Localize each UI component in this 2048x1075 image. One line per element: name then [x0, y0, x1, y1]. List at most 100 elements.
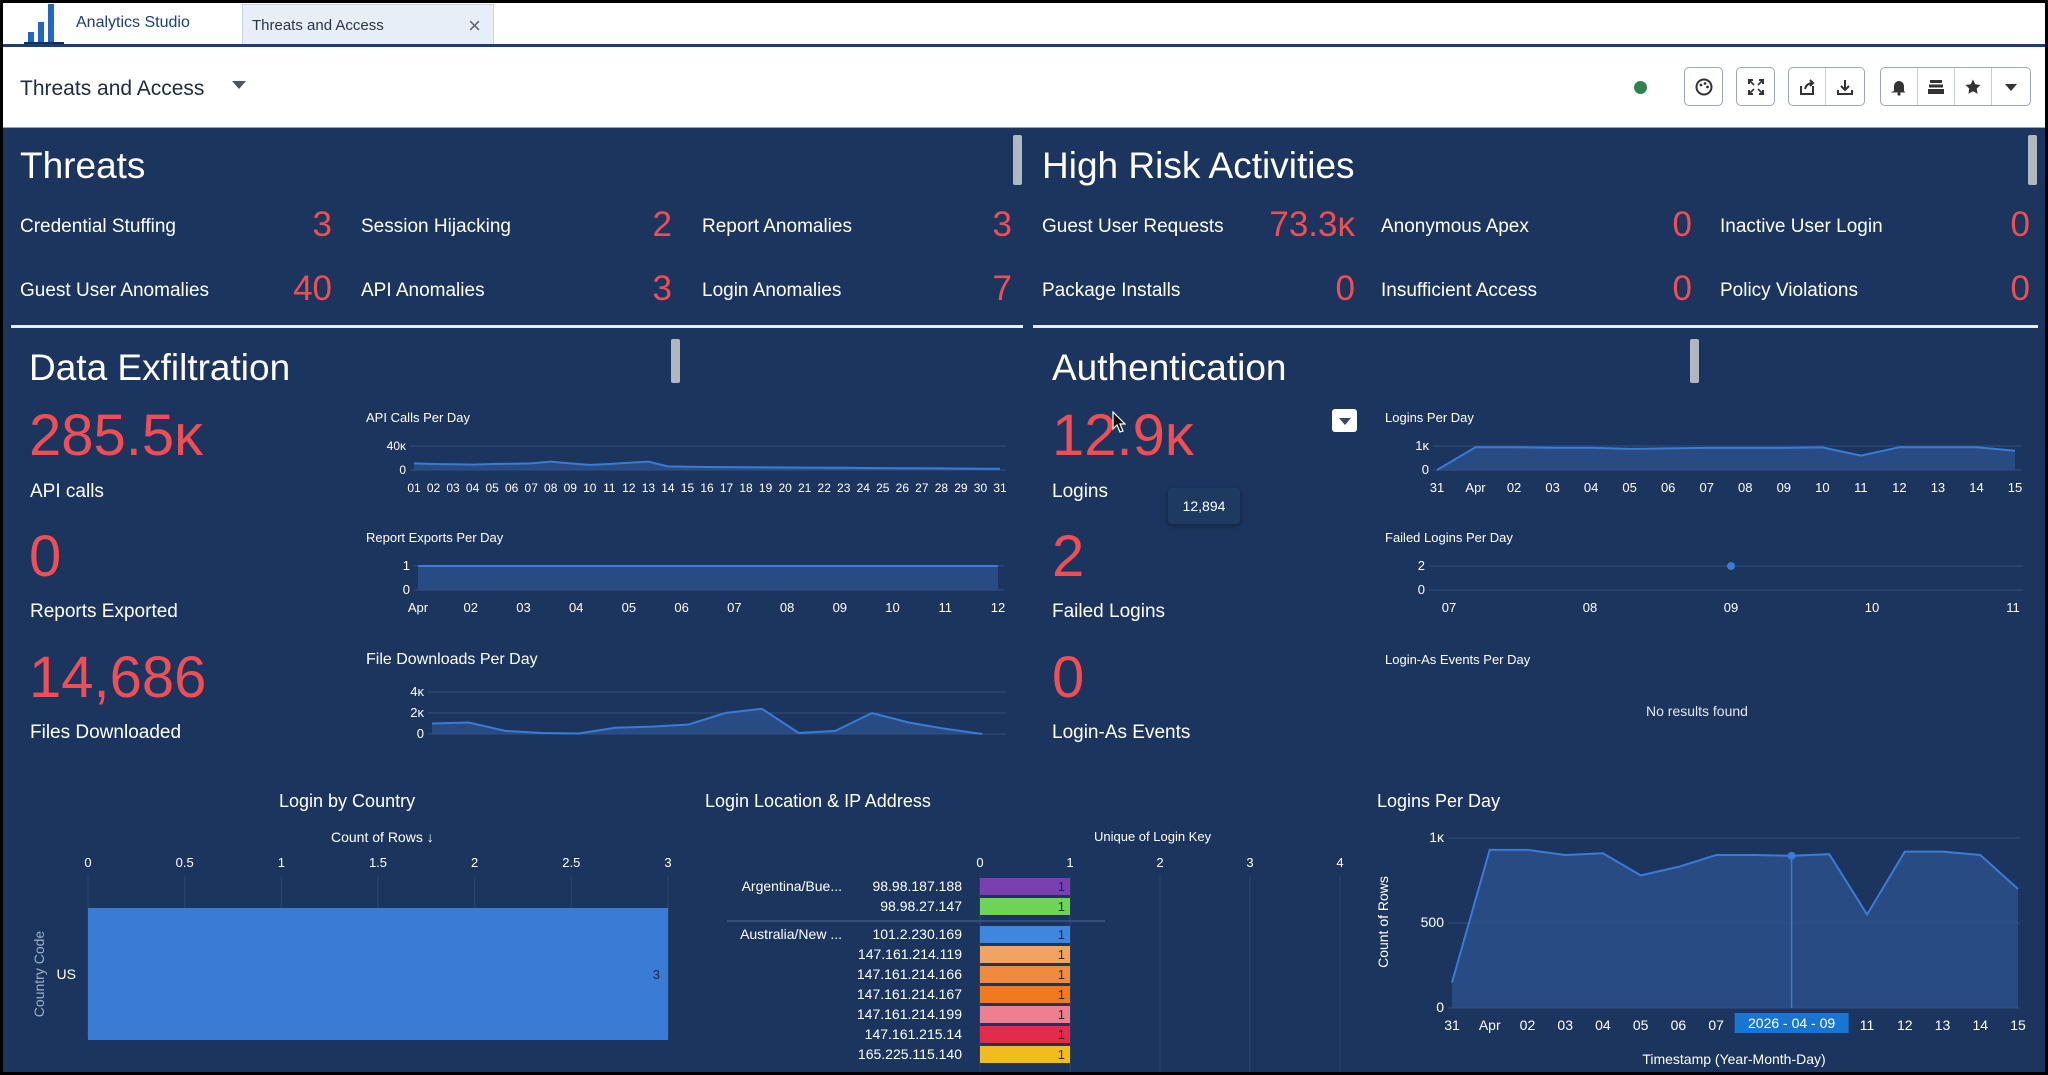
x-tick-label: 31 — [1444, 1017, 1460, 1033]
tab-threats-and-access[interactable]: Threats and Access × — [242, 4, 494, 44]
risk-label[interactable]: Package Installs — [1042, 280, 1181, 301]
x-tick-label: 06 — [505, 481, 519, 495]
scrollbar[interactable] — [1013, 135, 1022, 185]
more-actions-button[interactable] — [1992, 68, 2029, 105]
x-tick-label: Apr — [1465, 480, 1486, 495]
threat-value[interactable]: 2 — [652, 205, 672, 244]
divider — [1033, 325, 2038, 328]
x-tick-label: 04 — [1595, 1017, 1611, 1033]
fullscreen-button[interactable] — [1736, 67, 1775, 106]
login-location-chart[interactable]: 0 1 2 3 4 Argentina/Bue... 98.98.187.188 1 98.98… — [700, 850, 1360, 1075]
x-tick-label: 05 — [1622, 480, 1636, 495]
x-tick-label: 19 — [759, 481, 773, 495]
tab-bar: Analytics Studio Threats and Access × — [0, 0, 2048, 47]
theme-button[interactable] — [1684, 67, 1723, 106]
collections-button[interactable] — [1918, 68, 1955, 105]
reports-exported-label: Reports Exported — [30, 601, 178, 622]
x-tick-label: 3 — [664, 855, 671, 870]
data-label: 1 — [1058, 1007, 1065, 1022]
files-downloaded-value[interactable]: 14,686 — [29, 645, 207, 710]
x-tick-label: 4 — [1336, 855, 1343, 870]
notifications-button[interactable] — [1881, 68, 1918, 105]
risk-value[interactable]: 0 — [1672, 205, 1692, 244]
ip-label: 147.161.214.167 — [857, 986, 962, 1002]
logins-small-chart[interactable]: 1ĸ 031 Apr 02 03 04 05 06 07 08 09 10 11 12 13 14 15 — [1381, 432, 2026, 504]
x-tick-label: 07 — [1699, 480, 1713, 495]
chart-title: Login by Country — [279, 791, 416, 811]
risk-label[interactable]: Guest User Requests — [1042, 216, 1224, 237]
x-tick-label: 2 — [1156, 855, 1163, 870]
logins-label: Logins — [1052, 481, 1108, 502]
threat-value[interactable]: 7 — [992, 269, 1012, 308]
threat-label[interactable]: Credential Stuffing — [20, 216, 176, 237]
data-label: 1 — [1058, 899, 1065, 914]
chevron-down-icon[interactable] — [232, 81, 246, 89]
ip-label: 147.161.214.199 — [857, 1006, 962, 1022]
mouse-cursor-icon — [1112, 411, 1126, 433]
widget-menu-button[interactable] — [1332, 409, 1357, 432]
chart-title: Login Location & IP Address — [705, 791, 931, 811]
risk-label[interactable]: Anonymous Apex — [1381, 216, 1529, 237]
y-axis-label: Country Code — [31, 931, 47, 1018]
risk-value[interactable]: 0 — [2010, 269, 2030, 308]
y-tick-label: 40ĸ — [387, 439, 407, 453]
scrollbar[interactable] — [671, 339, 680, 383]
risk-value[interactable]: 73.3ĸ — [1269, 205, 1355, 244]
country-label: Australia/New ... — [740, 926, 842, 942]
x-tick-label: 05 — [1633, 1017, 1649, 1033]
threat-label[interactable]: Report Anomalies — [702, 216, 852, 237]
series-area — [1437, 447, 2015, 470]
api-calls-value[interactable]: 285.5ĸ — [29, 403, 204, 468]
x-tick-label: 06 — [674, 600, 688, 615]
threat-value[interactable]: 3 — [992, 205, 1012, 244]
risk-label[interactable]: Insufficient Access — [1381, 280, 1537, 301]
file-downloads-chart[interactable]: 4ĸ 2ĸ 0 — [362, 678, 1012, 746]
download-button[interactable] — [1826, 68, 1863, 105]
x-tick-label: 13 — [1935, 1017, 1951, 1033]
bar — [980, 898, 1070, 915]
threat-label[interactable]: Guest User Anomalies — [20, 280, 210, 301]
risk-label[interactable]: Policy Violations — [1720, 280, 1859, 301]
risk-label[interactable]: Inactive User Login — [1720, 216, 1883, 237]
tab-app[interactable]: Analytics Studio — [14, 0, 240, 44]
chart-subtitle: Unique of Login Key — [1094, 829, 1212, 844]
reports-exported-value[interactable]: 0 — [29, 524, 62, 589]
x-tick-label: 14 — [1972, 1017, 1988, 1033]
series-area — [1452, 849, 2018, 1008]
auth-title: Authentication — [1052, 347, 1287, 388]
x-axis-label: Timestamp (Year-Month-Day) — [1642, 1051, 1825, 1067]
x-tick-label: 12 — [1892, 480, 1906, 495]
login-as-value[interactable]: 0 — [1052, 645, 1085, 710]
threat-label[interactable]: API Anomalies — [361, 280, 485, 301]
favorite-button[interactable] — [1955, 68, 1992, 105]
failed-logins-chart[interactable]: 2 0 07 08 09 10 11 — [1381, 552, 2026, 624]
threat-value[interactable]: 3 — [652, 269, 672, 308]
chart-title: File Downloads Per Day — [366, 651, 538, 668]
share-button[interactable] — [1789, 68, 1826, 105]
logins-value[interactable]: 12.9ĸ — [1052, 403, 1194, 468]
x-tick-label: 04 — [1584, 480, 1598, 495]
risk-value[interactable]: 0 — [1672, 269, 1692, 308]
login-by-country-chart[interactable]: 0 0.5 1 1.5 2 2.5 3 Country Code US 3 — [20, 850, 680, 1070]
api-calls-chart[interactable]: 40ĸ 001 02 03 04 05 06 07 08 09 10 11 12 13 14 15 16 17 18… — [362, 432, 1012, 504]
risk-value[interactable]: 0 — [1335, 269, 1355, 308]
threat-value[interactable]: 3 — [312, 205, 332, 244]
x-tick-label: 18 — [739, 481, 753, 495]
logins-per-day-chart[interactable]: 1ĸ500031Apr0203040506070809101112131415C… — [1370, 820, 2040, 1070]
threat-label[interactable]: Login Anomalies — [702, 280, 842, 301]
scrollbar[interactable] — [1690, 339, 1699, 383]
risk-value[interactable]: 0 — [2010, 205, 2030, 244]
scrollbar[interactable] — [2028, 135, 2037, 185]
bar — [88, 908, 668, 1040]
tab-current-label: Threats and Access — [252, 17, 384, 34]
failed-logins-value[interactable]: 2 — [1052, 524, 1085, 589]
close-icon[interactable]: × — [468, 13, 481, 38]
threat-value[interactable]: 40 — [293, 269, 332, 308]
chart-subtitle[interactable]: Count of Rows ↓ — [331, 829, 434, 845]
x-tick-label: 26 — [896, 481, 910, 495]
x-tick-label: 08 — [544, 481, 558, 495]
threat-label[interactable]: Session Hijacking — [361, 216, 511, 237]
x-tick-label: 07 — [727, 600, 741, 615]
